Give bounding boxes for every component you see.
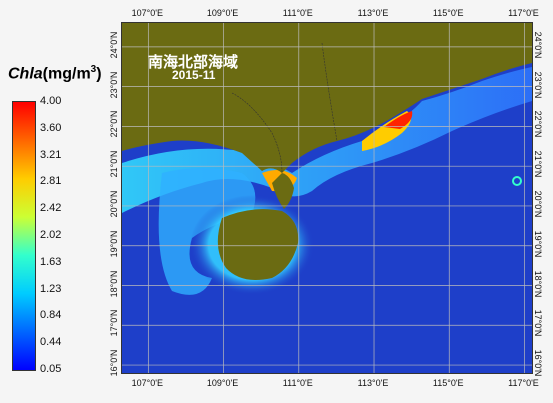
longitude-tick-label: 111°0'E: [282, 8, 313, 18]
graticule: [122, 23, 532, 373]
latitude-tick-label: 17°0'N: [109, 309, 119, 337]
latitude-tick-label: 22°0'N: [109, 110, 119, 138]
longitude-tick-label: 107°0'E: [131, 378, 163, 388]
colorbar-tick-label: 1.23: [40, 282, 62, 295]
colorbar-tick-label: 0.84: [40, 309, 62, 322]
longitude-tick-label: 109°0'E: [206, 378, 239, 388]
latitude-tick-label: 16°0'N: [533, 349, 543, 377]
latitude-tick-label: 23°0'N: [533, 71, 543, 99]
border-line: [231, 92, 283, 174]
colorbar-title: Chla(mg/m3): [8, 64, 102, 83]
map-title: 南海北部海域: [148, 54, 239, 71]
colorbar-tick-label: 3.60: [40, 121, 62, 134]
latitude-tick-label: 24°0'N: [533, 31, 543, 59]
latitude-tick-label: 22°0'N: [533, 110, 543, 138]
latitude-tick-label: 20°0'N: [533, 190, 543, 218]
longitude-tick-label: 115°0'E: [432, 378, 464, 388]
border-line: [321, 42, 338, 142]
colorbar-tick-label: 2.42: [40, 202, 62, 215]
map-date: 2015-11: [172, 68, 216, 82]
dongsha-island: [512, 176, 522, 186]
longitude-tick-label: 113°0'E: [357, 378, 389, 388]
latitude-tick-label: 18°0'N: [533, 270, 543, 297]
latitude-tick-label: 16°0'N: [109, 349, 119, 377]
latitude-tick-label: 17°0'N: [533, 309, 543, 337]
latitude-tick-label: 19°0'N: [533, 230, 543, 258]
longitude-tick-label: 113°0'E: [357, 8, 389, 18]
longitude-tick-label: 117°0'E: [508, 378, 539, 388]
latitude-tick-label: 20°0'N: [109, 190, 119, 218]
leizhou-peninsula: [272, 173, 294, 209]
longitude-tick-label: 117°0'E: [508, 8, 539, 18]
colorbar-tick-label: 1.63: [40, 255, 62, 268]
latitude-tick-label: 23°0'N: [109, 71, 119, 99]
hainan-island: [217, 209, 299, 281]
latitude-tick-label: 21°0'N: [533, 150, 543, 178]
mainland-china: [122, 23, 532, 173]
latitude-tick-label: 24°0'N: [109, 31, 119, 59]
map-area: 南海北部海域 2015-11: [121, 22, 533, 374]
longitude-tick-label: 115°0'E: [432, 8, 464, 18]
latitude-tick-label: 19°0'N: [109, 230, 119, 258]
pearl-river-hotspot-core: [384, 111, 413, 129]
longitude-tick-label: 109°0'E: [206, 8, 239, 18]
map-canvas: [122, 23, 532, 373]
colorbar-tick-label: 4.00: [40, 95, 62, 107]
longitude-tick-label: 111°0'E: [282, 378, 313, 388]
colorbar-tick-label: 0.44: [40, 336, 62, 349]
colorbar: [12, 101, 36, 371]
colorbar-tick-label: 0.05: [40, 363, 62, 375]
longitude-tick-label: 107°0'E: [131, 8, 163, 18]
colorbar-tick-label: 2.02: [40, 229, 62, 241]
latitude-tick-label: 18°0'N: [109, 270, 119, 297]
colorbar-tick-label: 2.81: [40, 175, 62, 188]
colorbar-tick-label: 3.21: [40, 148, 62, 161]
latitude-tick-label: 21°0'N: [109, 150, 119, 178]
